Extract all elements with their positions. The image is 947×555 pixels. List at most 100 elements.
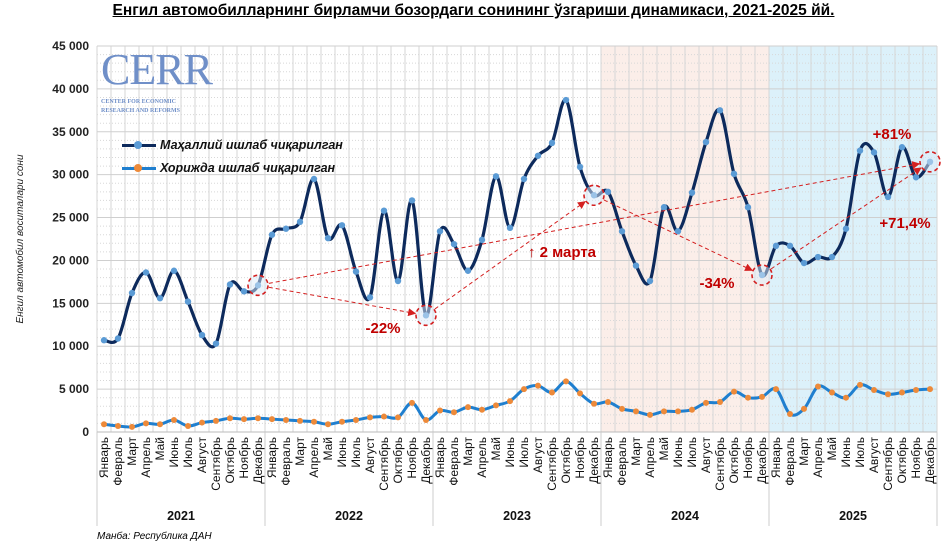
data-point-foreign — [297, 417, 303, 424]
x-tick-label-month: Июль — [349, 437, 363, 468]
x-tick-label-month: Август — [699, 437, 713, 474]
x-tick-label-month: Февраль — [447, 437, 461, 486]
data-point-foreign — [381, 413, 387, 420]
data-point-local — [226, 281, 234, 288]
data-point-foreign — [759, 393, 765, 400]
x-tick-label-month: Январь — [97, 437, 111, 478]
x-tick-label-month: Февраль — [615, 437, 629, 486]
data-point-local — [198, 331, 206, 339]
y-tick-label: 30 000 — [52, 168, 89, 182]
y-tick-label: 45 000 — [52, 39, 89, 53]
data-point-local — [380, 207, 388, 214]
data-point-local — [702, 138, 710, 146]
x-tick-label-month: Январь — [769, 437, 783, 478]
x-tick-label-month: Декабрь — [587, 437, 601, 484]
data-point-foreign — [269, 416, 275, 423]
x-tick-label-month: Апрель — [307, 437, 321, 478]
x-tick-label-month: Апрель — [475, 437, 489, 478]
data-point-foreign — [171, 416, 177, 423]
data-point-local — [184, 298, 192, 305]
data-point-local — [366, 294, 374, 301]
data-point-foreign — [801, 405, 807, 412]
highlight-circle — [247, 274, 269, 297]
x-tick-label-month: Май — [825, 437, 839, 461]
data-point-foreign — [605, 398, 611, 405]
x-tick-label-month: Ноябрь — [909, 437, 923, 479]
highlight-circle — [919, 151, 941, 173]
x-tick-label-month: Август — [195, 437, 209, 474]
data-point-local — [394, 277, 402, 285]
x-tick-label-month: Август — [867, 437, 881, 474]
x-tick-label-month: Июль — [685, 437, 699, 468]
x-tick-label-month: Февраль — [111, 437, 125, 486]
data-point-foreign — [479, 406, 485, 413]
data-point-foreign — [493, 402, 499, 409]
data-point-local — [534, 152, 542, 159]
x-tick-label-year: 2025 — [839, 509, 867, 523]
x-tick-label-month: Июнь — [671, 437, 685, 468]
y-tick-label: 10 000 — [52, 339, 89, 353]
data-point-local — [212, 340, 220, 347]
data-point-local — [646, 277, 654, 285]
data-point-local — [660, 204, 668, 211]
data-point-local — [912, 174, 920, 181]
legend-swatch-local — [122, 140, 156, 149]
data-point-foreign — [647, 411, 653, 418]
cerr-logo: CERR Center for economic research and re… — [101, 44, 213, 116]
x-tick-label-year: 2024 — [671, 509, 699, 523]
source-note: Манба: Республика ДАН — [97, 531, 212, 542]
data-point-local — [898, 144, 906, 151]
data-point-foreign — [227, 415, 233, 422]
data-point-foreign — [255, 415, 261, 422]
legend-label-foreign: Хорижда ишлаб чиқарилган — [160, 161, 336, 175]
data-point-local — [814, 253, 822, 261]
data-point-local — [842, 225, 850, 232]
y-axis-label: Енгил автомобил воситалари сони — [14, 154, 26, 324]
data-point-local — [576, 163, 584, 171]
logo-subtitle: Center for economic research and reforms — [101, 99, 181, 114]
data-point-local — [352, 268, 360, 275]
x-tick-label-month: Декабрь — [755, 437, 769, 484]
data-point-foreign — [535, 382, 541, 389]
data-point-foreign — [591, 400, 597, 407]
annotation-label: +71,4% — [879, 215, 930, 232]
data-point-foreign — [745, 394, 751, 401]
x-tick-label-month: Март — [629, 437, 643, 466]
data-point-foreign — [353, 416, 359, 423]
data-point-local — [450, 240, 458, 248]
data-point-foreign — [185, 422, 191, 429]
data-point-foreign — [367, 414, 373, 421]
highlight-circle — [583, 184, 605, 207]
legend-swatch-foreign — [122, 163, 156, 172]
data-point-local — [170, 267, 178, 274]
x-tick-label-month: Июнь — [335, 437, 349, 468]
x-tick-label-month: Март — [293, 437, 307, 466]
y-tick-label: 35 000 — [52, 125, 89, 139]
x-tick-label-month: Сентябрь — [881, 437, 895, 491]
data-point-foreign — [773, 386, 779, 393]
logo-text: CERR — [101, 45, 213, 94]
data-point-local — [128, 289, 136, 297]
data-point-foreign — [339, 418, 345, 425]
data-point-foreign — [563, 378, 569, 385]
data-point-local — [436, 228, 444, 235]
x-tick-label-month: Июль — [181, 437, 195, 468]
x-tick-label-month: Ноябрь — [573, 437, 587, 479]
data-point-foreign — [815, 383, 821, 390]
data-point-local — [772, 242, 780, 250]
data-point-local — [156, 294, 164, 302]
data-point-foreign — [787, 410, 793, 417]
x-tick-label-month: Январь — [265, 437, 279, 478]
data-point-foreign — [325, 421, 331, 428]
x-tick-label-month: Ноябрь — [405, 437, 419, 479]
x-tick-label-month: Июль — [517, 437, 531, 468]
x-tick-label-month: Март — [461, 437, 475, 466]
x-tick-label-month: Февраль — [279, 437, 293, 486]
data-point-foreign — [241, 416, 247, 423]
legend-item-foreign: Хорижда ишлаб чиқарилган — [122, 161, 335, 175]
x-tick-label-month: Сентябрь — [377, 437, 391, 491]
data-point-foreign — [689, 406, 695, 413]
data-point-foreign — [157, 421, 163, 428]
legend-label-local: Маҳаллий ишлаб чиқарилган — [160, 138, 343, 152]
data-point-local — [716, 107, 724, 114]
